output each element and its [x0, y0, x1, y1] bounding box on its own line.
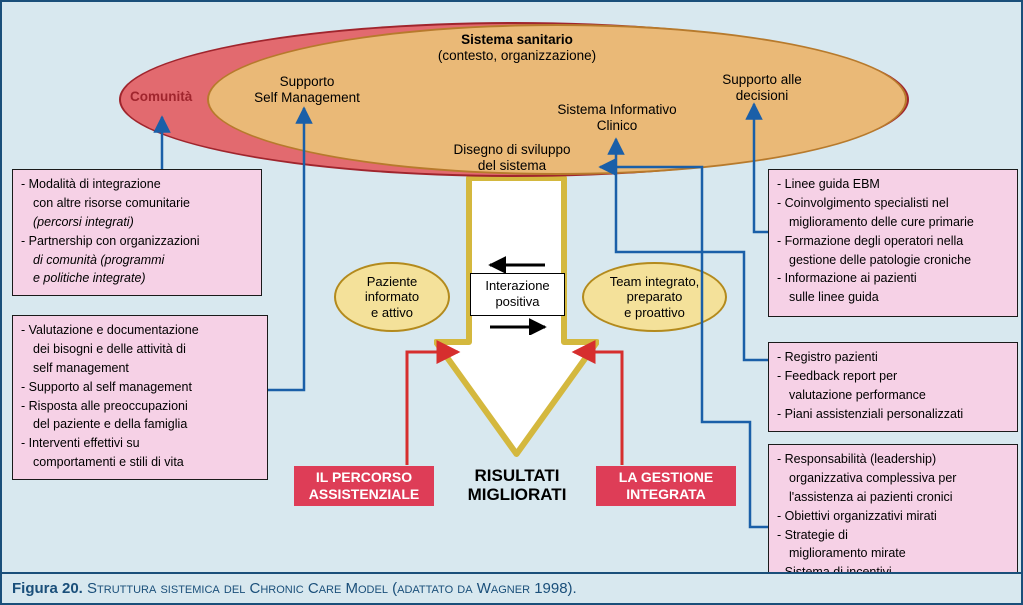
info-line: miglioramento mirate	[777, 545, 1009, 562]
sis-info-2: Clinico	[597, 118, 638, 133]
percorso-l2: ASSISTENZIALE	[309, 486, 419, 502]
info-line: di comunità (programmi	[21, 252, 253, 269]
team-l2: preparato	[627, 289, 683, 304]
info-line: l'assistenza ai pazienti cronici	[777, 489, 1009, 506]
results-l1: RISULTATI	[475, 466, 560, 485]
box-self-mgmt-details: - Valutazione e documentazione dei bisogn…	[12, 315, 268, 480]
info-line: gestione delle patologie croniche	[777, 252, 1009, 269]
info-line: (percorsi integrati)	[21, 214, 253, 231]
label-sistema-informativo: Sistema Informativo Clinico	[532, 102, 702, 133]
box-comunita-details: - Modalità di integrazione con altre riso…	[12, 169, 262, 296]
supp-dec-1: Supporto alle	[722, 72, 802, 87]
self-mgmt-2: Self Management	[254, 90, 360, 105]
info-line: del paziente e della famiglia	[21, 416, 259, 433]
team-l3: e proattivo	[624, 305, 685, 320]
info-line: - Registro pazienti	[777, 349, 1009, 366]
label-sistema-title: Sistema sanitario (contesto, organizzazi…	[417, 32, 617, 63]
red-box-gestione: LA GESTIONE INTEGRATA	[596, 466, 736, 506]
gestione-l1: LA GESTIONE	[619, 469, 713, 485]
figure-caption: Figura 20. Struttura sistemica del Chron…	[2, 572, 1021, 603]
gestione-l2: INTEGRATA	[626, 486, 706, 502]
info-line: e politiche integrate)	[21, 270, 253, 287]
red-box-percorso: IL PERCORSO ASSISTENZIALE	[294, 466, 434, 506]
info-line: - Feedback report per	[777, 368, 1009, 385]
caption-fig: Figura 20.	[12, 580, 83, 597]
info-line: - Responsabilità (leadership)	[777, 451, 1009, 468]
info-line: - Valutazione e documentazione	[21, 322, 259, 339]
info-line: comportamenti e stili di vita	[21, 454, 259, 471]
box-decisioni-details: - Linee guida EBM - Coinvolgimento specia…	[768, 169, 1018, 317]
self-mgmt-1: Supporto	[280, 74, 335, 89]
results-l2: MIGLIORATI	[468, 485, 567, 504]
info-line: organizzativa complessiva per	[777, 470, 1009, 487]
diagram-canvas: Comunità Sistema sanitario (contesto, or…	[0, 0, 1023, 605]
info-line: - Partnership con organizzazioni	[21, 233, 253, 250]
info-line: - Modalità di integrazione	[21, 176, 253, 193]
sistema-bold: Sistema sanitario	[461, 32, 573, 47]
results-text: RISULTATI MIGLIORATI	[452, 467, 582, 504]
label-supporto-decisioni: Supporto alle decisioni	[697, 72, 827, 103]
label-self-mgmt: Supporto Self Management	[237, 74, 377, 105]
ellipse-paziente: Paziente informato e attivo	[334, 262, 450, 332]
info-line: self management	[21, 360, 259, 377]
info-line: - Obiettivi organizzativi mirati	[777, 508, 1009, 525]
info-line: sulle linee guida	[777, 289, 1009, 306]
info-line: - Risposta alle preoccupazioni	[21, 398, 259, 415]
info-line: - Interventi effettivi su	[21, 435, 259, 452]
label-disegno: Disegno di sviluppo del sistema	[422, 142, 602, 173]
info-line: - Informazione ai pazienti	[777, 270, 1009, 287]
info-line: - Formazione degli operatori nella	[777, 233, 1009, 250]
sistema-sub: (contesto, organizzazione)	[438, 48, 596, 63]
info-line: valutazione performance	[777, 387, 1009, 404]
supp-dec-2: decisioni	[736, 88, 789, 103]
team-l1: Team integrato,	[610, 274, 700, 289]
paziente-l3: e attivo	[371, 305, 413, 320]
paziente-l2: informato	[365, 289, 419, 304]
info-line: - Piani assistenziali personalizzati	[777, 406, 1009, 423]
caption-rest: Struttura sistemica del Chronic Care Mod…	[87, 580, 577, 597]
disegno-1: Disegno di sviluppo	[453, 142, 570, 157]
info-line: dei bisogni e delle attività di	[21, 341, 259, 358]
info-line: - Supporto al self management	[21, 379, 259, 396]
ellipse-team: Team integrato, preparato e proattivo	[582, 262, 727, 332]
info-line: - Coinvolgimento specialisti nel	[777, 195, 1009, 212]
sis-info-1: Sistema Informativo	[557, 102, 676, 117]
box-sistema-info-details: - Registro pazienti - Feedback report per…	[768, 342, 1018, 432]
paziente-l1: Paziente	[367, 274, 418, 289]
disegno-2: del sistema	[478, 158, 546, 173]
info-line: - Linee guida EBM	[777, 176, 1009, 193]
label-comunita: Comunità	[130, 89, 192, 105]
info-line: - Strategie di	[777, 527, 1009, 544]
info-line: miglioramento delle cure primarie	[777, 214, 1009, 231]
info-line: con altre risorse comunitarie	[21, 195, 253, 212]
percorso-l1: IL PERCORSO	[316, 469, 412, 485]
interaction-arrows	[470, 255, 565, 335]
